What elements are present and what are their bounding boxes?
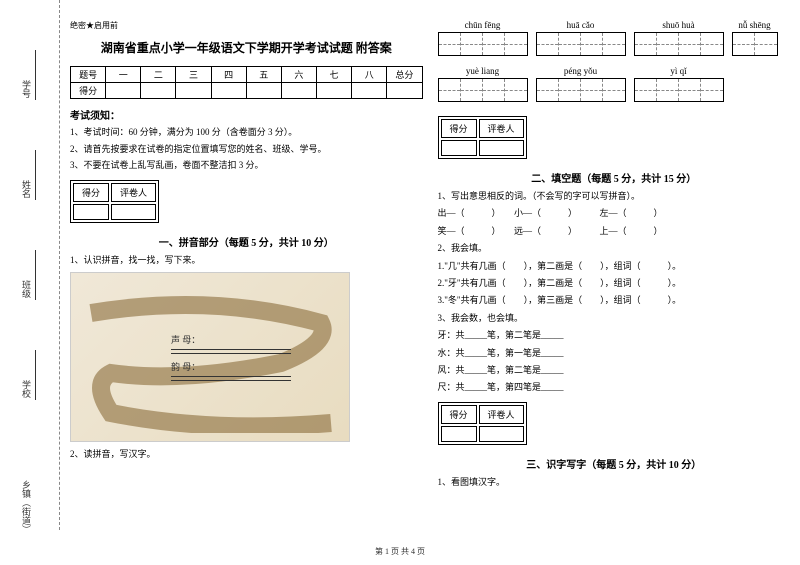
cell: 八	[352, 67, 387, 83]
exam-title: 湖南省重点小学一年级语文下学期开学考试试题 附答案	[70, 39, 423, 56]
left-column: 绝密★启用前 湖南省重点小学一年级语文下学期开学考试试题 附答案 题号 一 二 …	[70, 20, 423, 530]
right-column: chūn fēng huā cǎo shuō huà nǚ shēng yuè …	[438, 20, 791, 530]
fill-line: 出—（ ） 小—（ ） 左—（ ）	[438, 206, 791, 220]
notice-line: 2、请首先按要求在试卷的指定位置填写您的姓名、班级、学号。	[70, 143, 423, 157]
cell: 六	[281, 67, 316, 83]
pinyin-group: shuō huà	[634, 20, 724, 56]
table-row: 题号 一 二 三 四 五 六 七 八 总分	[71, 67, 423, 83]
fill-line: 3."冬"共有几画（ ），第三画是（ ），组词（ ）。	[438, 293, 791, 307]
margin-label: 乡镇（街道）	[20, 480, 33, 530]
margin-label: 姓名	[20, 180, 33, 198]
pinyin-group: chūn fēng	[438, 20, 528, 56]
pinyin-group: huā cǎo	[536, 20, 626, 56]
cell: 五	[246, 67, 281, 83]
margin-label: 学号	[20, 80, 33, 98]
cell: 一	[106, 67, 141, 83]
pinyin-train-image: 声 母： 韵 母：	[70, 272, 350, 442]
fill-line: 2."牙"共有几画（ ），第二画是（ ），组词（ ）。	[438, 276, 791, 290]
question: 2、我会填。	[438, 241, 791, 255]
question: 1、看图填汉字。	[438, 475, 791, 489]
page-footer: 第 1 页 共 4 页	[0, 546, 800, 557]
fill-line: 风：共_____笔，第二笔是_____	[438, 363, 791, 377]
question: 2、读拼音，写汉字。	[70, 447, 423, 461]
fill-line: 1."几"共有几画（ ），第二画是（ ），组词（ ）。	[438, 259, 791, 273]
part1-title: 一、拼音部分（每题 5 分，共计 10 分）	[70, 234, 423, 249]
pinyin-group: yì qǐ	[634, 66, 724, 102]
score-box: 得分评卷人	[438, 116, 527, 159]
cell: 题号	[71, 67, 106, 83]
table-row: 得分	[71, 83, 423, 99]
notice-title: 考试须知：	[70, 107, 423, 122]
pinyin-grid-row: chūn fēng huā cǎo shuō huà nǚ shēng	[438, 20, 791, 56]
fill-line: 牙：共_____笔，第二笔是_____	[438, 328, 791, 342]
pinyin-group: yuè liang	[438, 66, 528, 102]
cell: 得分	[441, 119, 477, 138]
question: 1、认识拼音，找一找，写下来。	[70, 253, 423, 267]
score-table: 题号 一 二 三 四 五 六 七 八 总分 得分	[70, 66, 423, 99]
score-box: 得分评卷人	[438, 402, 527, 445]
score-box: 得分评卷人	[70, 180, 159, 223]
fill-line: 笑—（ ） 远—（ ） 上—（ ）	[438, 224, 791, 238]
cell: 得分	[73, 183, 109, 202]
part2-title: 二、填空题（每题 5 分，共计 15 分）	[438, 170, 791, 185]
page-content: 绝密★启用前 湖南省重点小学一年级语文下学期开学考试试题 附答案 题号 一 二 …	[70, 20, 790, 530]
cell: 评卷人	[111, 183, 156, 202]
cell: 四	[211, 67, 246, 83]
notice-line: 3、不要在试卷上乱写乱画，卷面不整洁扣 3 分。	[70, 159, 423, 173]
shengmu-label: 声 母： 韵 母：	[171, 333, 291, 384]
cell: 七	[316, 67, 351, 83]
pinyin-grid-row: yuè liang péng yǒu yì qǐ	[438, 66, 791, 102]
cell: 评卷人	[479, 405, 524, 424]
cell: 总分	[387, 67, 422, 83]
pinyin-group: péng yǒu	[536, 66, 626, 102]
cell: 二	[141, 67, 176, 83]
confidential-label: 绝密★启用前	[70, 20, 423, 31]
notice-line: 1、考试时间：60 分钟，满分为 100 分（含卷面分 3 分）。	[70, 126, 423, 140]
question: 1、写出意思相反的词。（不会写的字可以写拼音）。	[438, 189, 791, 203]
cell: 得分	[71, 83, 106, 99]
fill-line: 尺：共_____笔，第四笔是_____	[438, 380, 791, 394]
part3-title: 三、识字写字（每题 5 分，共计 10 分）	[438, 456, 791, 471]
margin-label: 学校	[20, 380, 33, 398]
fill-line: 水：共_____笔，第一笔是_____	[438, 346, 791, 360]
question: 3、我会数，也会填。	[438, 311, 791, 325]
margin-label: 班级	[20, 280, 33, 298]
pinyin-group: nǚ shēng	[732, 20, 778, 56]
cell: 三	[176, 67, 211, 83]
cell: 得分	[441, 405, 477, 424]
cell: 评卷人	[479, 119, 524, 138]
binding-margin: 乡镇（街道） 学校 班级 姓名 学号	[0, 0, 60, 530]
